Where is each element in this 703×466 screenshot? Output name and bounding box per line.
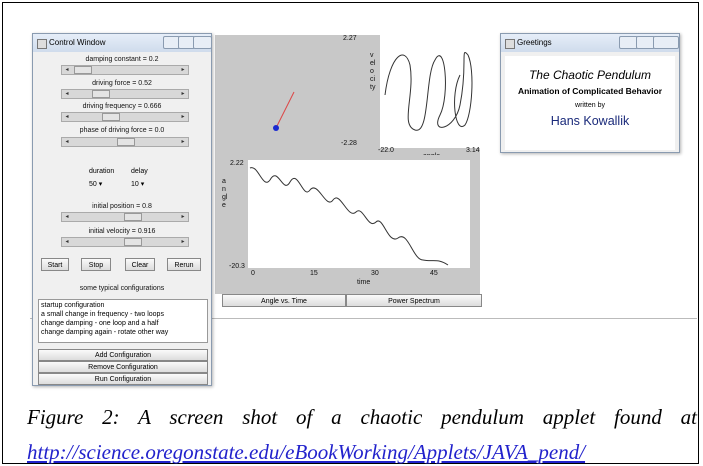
- list-item[interactable]: startup configuration: [41, 302, 105, 309]
- button[interactable]: Stop: [81, 258, 111, 271]
- angle-x-label: time: [357, 279, 371, 286]
- button[interactable]: Start: [41, 258, 69, 271]
- angle-x-tick: 30: [371, 270, 379, 277]
- slider-label: phase of driving force = 0.0: [79, 127, 165, 134]
- list-item[interactable]: change damping - one loop and a half: [41, 320, 159, 327]
- phase-y-max: 2.27: [343, 35, 357, 42]
- slider-label: initial velocity = 0.916: [88, 228, 156, 235]
- angle-y-label: angle: [222, 178, 228, 209]
- delay-label: delay: [131, 168, 148, 175]
- angle-curve: [249, 167, 449, 266]
- pendulum: [273, 91, 295, 131]
- angle-y-max: 2.22: [230, 160, 244, 167]
- angle-x-tick: 15: [310, 270, 318, 277]
- phase-x-min: -22.0: [378, 147, 394, 154]
- configuration-list[interactable]: startup configuration a small change in …: [38, 299, 208, 343]
- slider-label: damping constant = 0.2: [85, 56, 159, 63]
- slider-label: initial position = 0.8: [92, 203, 152, 210]
- button[interactable]: Add Configuration: [38, 349, 208, 361]
- duration-select[interactable]: 50 ▾: [89, 181, 103, 188]
- list-item[interactable]: change damping again - rotate other way: [41, 329, 169, 336]
- tab[interactable]: Power Spectrum: [346, 294, 482, 307]
- button[interactable]: Run Configuration: [38, 373, 208, 385]
- caption: Figure 2: A screen shot of a chaotic pen…: [27, 405, 697, 429]
- window-title: Greetings: [517, 38, 552, 47]
- slider-label: driving force = 0.52: [92, 80, 152, 87]
- phase-curve: [384, 52, 473, 131]
- phase-y-label: velocity: [370, 52, 376, 91]
- delay-value: 10: [131, 181, 139, 188]
- slider[interactable]: ◂ ▸: [61, 65, 189, 75]
- duration-label: duration: [89, 168, 115, 175]
- subheading: Animation of Complicated Behavior: [517, 86, 663, 96]
- button[interactable]: Clear: [125, 258, 155, 271]
- delay-select[interactable]: 10 ▾: [131, 181, 145, 188]
- separator: [30, 318, 697, 319]
- written-by: written by: [575, 102, 605, 109]
- slider[interactable]: ◂ ▸: [61, 137, 189, 147]
- configurations-label: some typical configurations: [79, 285, 165, 292]
- angle-x-tick: 0: [251, 270, 255, 277]
- slider-label: driving frequency = 0.666: [82, 103, 162, 110]
- window-title: Control Window: [49, 38, 106, 47]
- slider[interactable]: ◂ ▸: [61, 212, 189, 222]
- list-item[interactable]: a small change in frequency - two loops: [41, 311, 164, 318]
- phase-x-max: 3.14: [466, 147, 480, 154]
- slider[interactable]: ◂ ▸: [61, 89, 189, 99]
- control-window: Control Window damping constant = 0.2 ◂ ▸…: [32, 33, 212, 386]
- pendulum-panel: [215, 35, 340, 155]
- greetings-window: Greetings The Chaotic Pendulum Animation…: [500, 33, 680, 153]
- button[interactable]: Remove Configuration: [38, 361, 208, 373]
- title-bar: Greetings: [501, 34, 679, 52]
- duration-value: 50: [89, 181, 97, 188]
- slider[interactable]: ◂ ▸: [61, 112, 189, 122]
- slider[interactable]: ◂ ▸: [61, 237, 189, 247]
- heading: The Chaotic Pendulum: [528, 68, 652, 82]
- angle-plot: [248, 160, 470, 268]
- phase-y-min: -2.28: [341, 140, 357, 147]
- phase-axis-panel: [340, 35, 380, 155]
- phase-plot: [380, 35, 480, 148]
- title-bar: Control Window: [33, 34, 212, 52]
- angle-x-tick: 45: [430, 270, 438, 277]
- tab[interactable]: Angle vs. Time: [222, 294, 346, 307]
- caption-link[interactable]: http://science.oregonstate.edu/eBookWork…: [27, 440, 586, 464]
- author: Hans Kowallik: [550, 114, 630, 128]
- button[interactable]: Rerun: [167, 258, 201, 271]
- angle-y-min: -20.3: [229, 263, 245, 270]
